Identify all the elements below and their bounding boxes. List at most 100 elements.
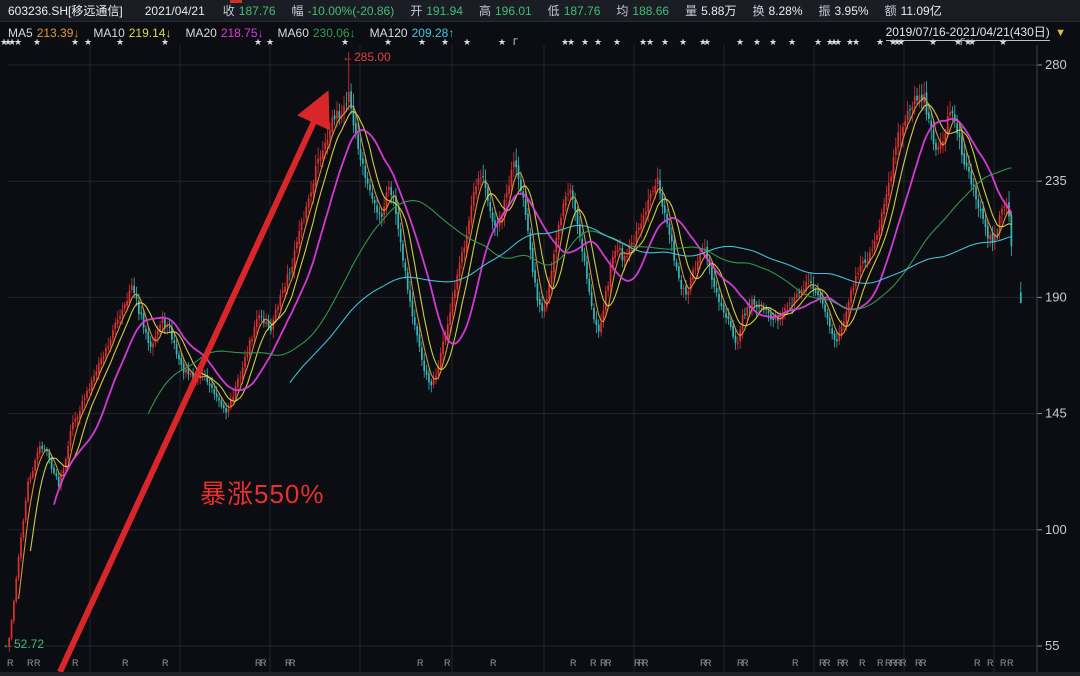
announcement-star-icon[interactable]: ★ [561,37,570,47]
announcement-star-icon[interactable]: ★ [0,37,9,47]
announcement-star-icon[interactable]: ★ [33,37,42,47]
announcement-star-icon[interactable]: ★ [846,37,855,47]
announcement-star-icon[interactable]: ★ [893,37,902,47]
announcement-star-icon[interactable]: ★ [384,37,393,47]
research-marker-icon[interactable]: R [605,658,612,668]
announcement-star-icon[interactable]: ★ [679,37,688,47]
research-marker-icon[interactable]: R [792,658,799,668]
research-marker-icon[interactable]: R [162,658,169,668]
announcement-star-icon[interactable]: ★ [964,37,973,47]
announcement-star-icon[interactable]: ★ [84,37,93,47]
research-marker-icon[interactable]: R [289,658,296,668]
research-marker-icon[interactable]: R [974,658,981,668]
announcement-star-icon[interactable]: ★ [8,37,17,47]
announcement-star-icon[interactable]: ★ [418,37,427,47]
research-marker-icon[interactable]: R [915,658,922,668]
announcement-star-icon[interactable]: ★ [646,37,655,47]
research-marker-icon[interactable]: R [1000,658,1007,668]
announcement-star-icon[interactable]: ★ [834,37,843,47]
announcement-star-icon[interactable]: ★ [968,37,977,47]
announcement-star-icon[interactable]: ★ [876,37,885,47]
research-marker-icon[interactable]: R [600,658,607,668]
research-marker-icon[interactable]: R [570,658,577,668]
date-range-selector[interactable]: 2019/07/16-2021/04/21(430日) ▼ [885,25,1066,41]
low-price-value: 52.72 [14,637,45,651]
research-marker-icon[interactable]: R [417,658,424,668]
research-marker-icon[interactable]: R [885,658,892,668]
svg-text:190: 190 [1045,289,1067,304]
research-marker-icon[interactable]: R [877,658,884,668]
announcement-star-icon[interactable]: ★ [116,37,125,47]
research-marker-icon[interactable]: R [819,658,826,668]
announcement-star-icon[interactable]: ★ [753,37,762,47]
announcement-star-icon[interactable]: ★ [889,37,898,47]
flag-marker-icon[interactable]: Γ [513,37,518,47]
announcement-star-icon[interactable]: ★ [441,37,450,47]
announcement-star-icon[interactable]: ★ [161,37,170,47]
research-marker-icon[interactable]: R [634,658,641,668]
symbol-name[interactable]: 603236.SH[移远通信] [8,3,123,18]
research-marker-icon[interactable]: R [7,658,14,668]
research-marker-icon[interactable]: R [742,658,749,668]
announcement-star-icon[interactable]: ★ [341,37,350,47]
announcement-star-icon[interactable]: ★ [567,37,576,47]
announcement-star-icon[interactable]: ★ [788,37,797,47]
announcement-star-icon[interactable]: ★ [699,37,708,47]
research-marker-icon[interactable]: R [642,658,649,668]
research-marker-icon[interactable]: R [260,658,267,668]
left-arrow-icon: ← [2,637,14,651]
announcement-star-icon[interactable]: ★ [852,37,861,47]
announcement-star-icon[interactable]: ★ [71,37,80,47]
announcement-star-icon[interactable]: ★ [581,37,590,47]
research-marker-icon[interactable]: R [737,658,744,668]
research-marker-icon[interactable]: R [705,658,712,668]
announcement-star-icon[interactable]: ★ [769,37,778,47]
research-marker-icon[interactable]: R [590,658,597,668]
announcement-star-icon[interactable]: ★ [463,37,472,47]
research-marker-icon[interactable]: R [859,658,866,668]
research-marker-icon[interactable]: R [987,658,994,668]
announcement-star-icon[interactable]: ★ [736,37,745,47]
announcement-star-icon[interactable]: ★ [954,37,963,47]
research-marker-icon[interactable]: R [920,658,927,668]
research-marker-icon[interactable]: R [700,658,707,668]
research-marker-icon[interactable]: R [900,658,907,668]
research-marker-icon[interactable]: R [27,658,34,668]
announcement-star-icon[interactable]: ★ [4,37,13,47]
research-marker-icon[interactable]: R [842,658,849,668]
announcement-star-icon[interactable]: ★ [498,37,507,47]
announcement-star-icon[interactable]: ★ [613,37,622,47]
research-marker-icon[interactable]: R [890,658,897,668]
research-marker-icon[interactable]: R [122,658,129,668]
research-marker-icon[interactable]: R [824,658,831,668]
research-marker-icon[interactable]: R [444,658,451,668]
announcement-star-icon[interactable]: ★ [14,37,23,47]
research-marker-icon[interactable]: R [72,658,79,668]
date-range-label[interactable]: 2019/07/16-2021/04/21(430日) [885,25,1050,41]
low-price-label: ←52.72 [2,637,44,651]
announcement-star-icon[interactable]: ★ [661,37,670,47]
announcement-star-icon[interactable]: ★ [594,37,603,47]
svg-text:100: 100 [1045,522,1067,537]
announcement-star-icon[interactable]: ★ [814,37,823,47]
dropdown-caret-icon[interactable]: ▼ [1055,27,1066,39]
announcement-star-icon[interactable]: ★ [266,37,275,47]
research-marker-icon[interactable]: R [638,658,645,668]
announcement-star-icon[interactable]: ★ [639,37,648,47]
announcement-star-icon[interactable]: ★ [254,37,263,47]
research-marker-icon[interactable]: R [255,658,262,668]
announcement-star-icon[interactable]: ★ [703,37,712,47]
announcement-star-icon[interactable]: ★ [929,37,938,47]
flag-marker-icon[interactable]: Γ [960,37,965,47]
research-marker-icon[interactable]: R [490,658,497,668]
research-marker-icon[interactable]: R [1007,658,1014,668]
research-marker-icon[interactable]: R [837,658,844,668]
research-marker-icon[interactable]: R [34,658,41,668]
research-marker-icon[interactable]: R [895,658,902,668]
announcement-star-icon[interactable]: ★ [826,37,835,47]
announcement-star-icon[interactable]: ★ [999,37,1008,47]
announcement-star-icon[interactable]: ★ [897,37,906,47]
announcement-star-icon[interactable]: ★ [830,37,839,47]
research-marker-icon[interactable]: R [285,658,292,668]
